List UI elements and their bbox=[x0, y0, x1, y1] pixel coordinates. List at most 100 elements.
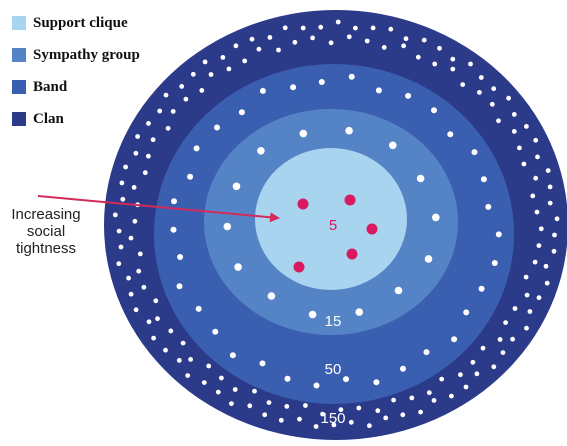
member-dot bbox=[532, 259, 538, 265]
member-dot bbox=[219, 375, 224, 381]
member-dot bbox=[256, 46, 262, 52]
member-dot bbox=[503, 320, 508, 325]
member-dot bbox=[418, 409, 423, 415]
member-dot bbox=[119, 180, 125, 186]
member-dot bbox=[524, 325, 529, 331]
member-dot bbox=[310, 35, 315, 41]
member-dot bbox=[155, 316, 160, 322]
member-dot bbox=[491, 260, 498, 266]
member-dot bbox=[179, 84, 185, 89]
member-dot bbox=[480, 176, 487, 183]
member-dot bbox=[364, 38, 370, 44]
member-dot bbox=[120, 196, 126, 202]
member-dot bbox=[188, 357, 194, 362]
member-dot bbox=[136, 268, 142, 274]
member-dot bbox=[401, 43, 406, 49]
member-dot bbox=[375, 87, 382, 94]
member-dot bbox=[527, 309, 533, 314]
legend-label: Clan bbox=[33, 111, 64, 127]
member-dot bbox=[202, 59, 208, 65]
member-dot bbox=[123, 164, 128, 170]
member-dot bbox=[118, 244, 124, 250]
member-dots bbox=[112, 19, 560, 429]
core-member-dot bbox=[344, 194, 356, 206]
member-dot bbox=[193, 145, 200, 152]
member-dot bbox=[400, 412, 406, 418]
legend-label: Band bbox=[33, 79, 68, 95]
member-dot bbox=[389, 141, 397, 150]
member-dot bbox=[318, 79, 325, 85]
member-dot bbox=[500, 350, 506, 355]
member-dot bbox=[416, 174, 425, 183]
member-dot bbox=[232, 387, 238, 392]
member-dot bbox=[496, 118, 501, 124]
member-dot bbox=[190, 71, 196, 77]
member-dot bbox=[335, 19, 341, 25]
member-dot bbox=[538, 226, 544, 232]
member-dot bbox=[536, 295, 542, 301]
member-dot bbox=[292, 39, 298, 45]
member-dot bbox=[128, 235, 134, 241]
member-dot bbox=[355, 308, 364, 316]
member-dot bbox=[431, 398, 437, 403]
member-dot bbox=[176, 358, 182, 363]
member-dot bbox=[489, 101, 495, 107]
band-size-label: 50 bbox=[325, 361, 342, 378]
support-clique-ring bbox=[255, 148, 407, 290]
legend-swatch bbox=[12, 16, 26, 30]
member-dot bbox=[146, 319, 152, 325]
member-dot bbox=[348, 73, 355, 80]
member-dot bbox=[534, 209, 540, 215]
support-clique-size-label: 5 bbox=[329, 217, 337, 234]
member-dot bbox=[432, 213, 440, 222]
member-dot bbox=[491, 86, 497, 92]
member-dot bbox=[252, 388, 257, 394]
member-dot bbox=[201, 380, 207, 385]
member-dot bbox=[551, 248, 557, 254]
member-dot bbox=[403, 36, 409, 42]
member-dot bbox=[463, 384, 469, 390]
member-dot bbox=[439, 376, 445, 382]
member-dot bbox=[533, 137, 539, 143]
member-dot bbox=[506, 95, 511, 101]
legend-label: Support clique bbox=[33, 15, 128, 31]
member-dot bbox=[423, 349, 430, 356]
member-dot bbox=[229, 352, 236, 359]
member-dot bbox=[266, 400, 272, 405]
member-dot bbox=[116, 228, 122, 234]
member-dot bbox=[346, 34, 352, 40]
member-dot bbox=[450, 66, 456, 72]
member-dot bbox=[180, 340, 186, 346]
member-dot bbox=[137, 251, 143, 257]
member-dot bbox=[338, 407, 344, 413]
member-dot bbox=[320, 411, 325, 417]
member-dot bbox=[303, 403, 308, 408]
member-dot bbox=[524, 292, 530, 298]
member-dot bbox=[195, 305, 202, 312]
core-member-dot bbox=[297, 198, 309, 210]
member-dot bbox=[318, 24, 324, 30]
member-dot bbox=[511, 129, 517, 134]
member-dot bbox=[163, 92, 169, 98]
member-dot bbox=[282, 25, 288, 31]
member-dot bbox=[313, 424, 319, 429]
legend-item-support-clique: Support clique bbox=[12, 14, 212, 34]
member-dot bbox=[543, 263, 549, 269]
member-dot bbox=[367, 423, 372, 429]
member-dot bbox=[381, 45, 387, 50]
member-dot bbox=[547, 200, 553, 206]
member-dot bbox=[290, 84, 297, 91]
core-member-dot bbox=[366, 223, 378, 235]
member-dot bbox=[375, 408, 381, 414]
member-dot bbox=[278, 417, 284, 423]
member-dot bbox=[267, 292, 276, 300]
member-dot bbox=[470, 359, 476, 365]
member-dot bbox=[170, 226, 177, 233]
member-dot bbox=[394, 286, 403, 295]
member-dot bbox=[171, 198, 177, 205]
member-dot bbox=[554, 216, 560, 222]
member-dot bbox=[458, 372, 463, 378]
member-dot bbox=[497, 337, 503, 342]
annotation-line: social bbox=[26, 223, 66, 240]
member-dot bbox=[308, 310, 317, 319]
